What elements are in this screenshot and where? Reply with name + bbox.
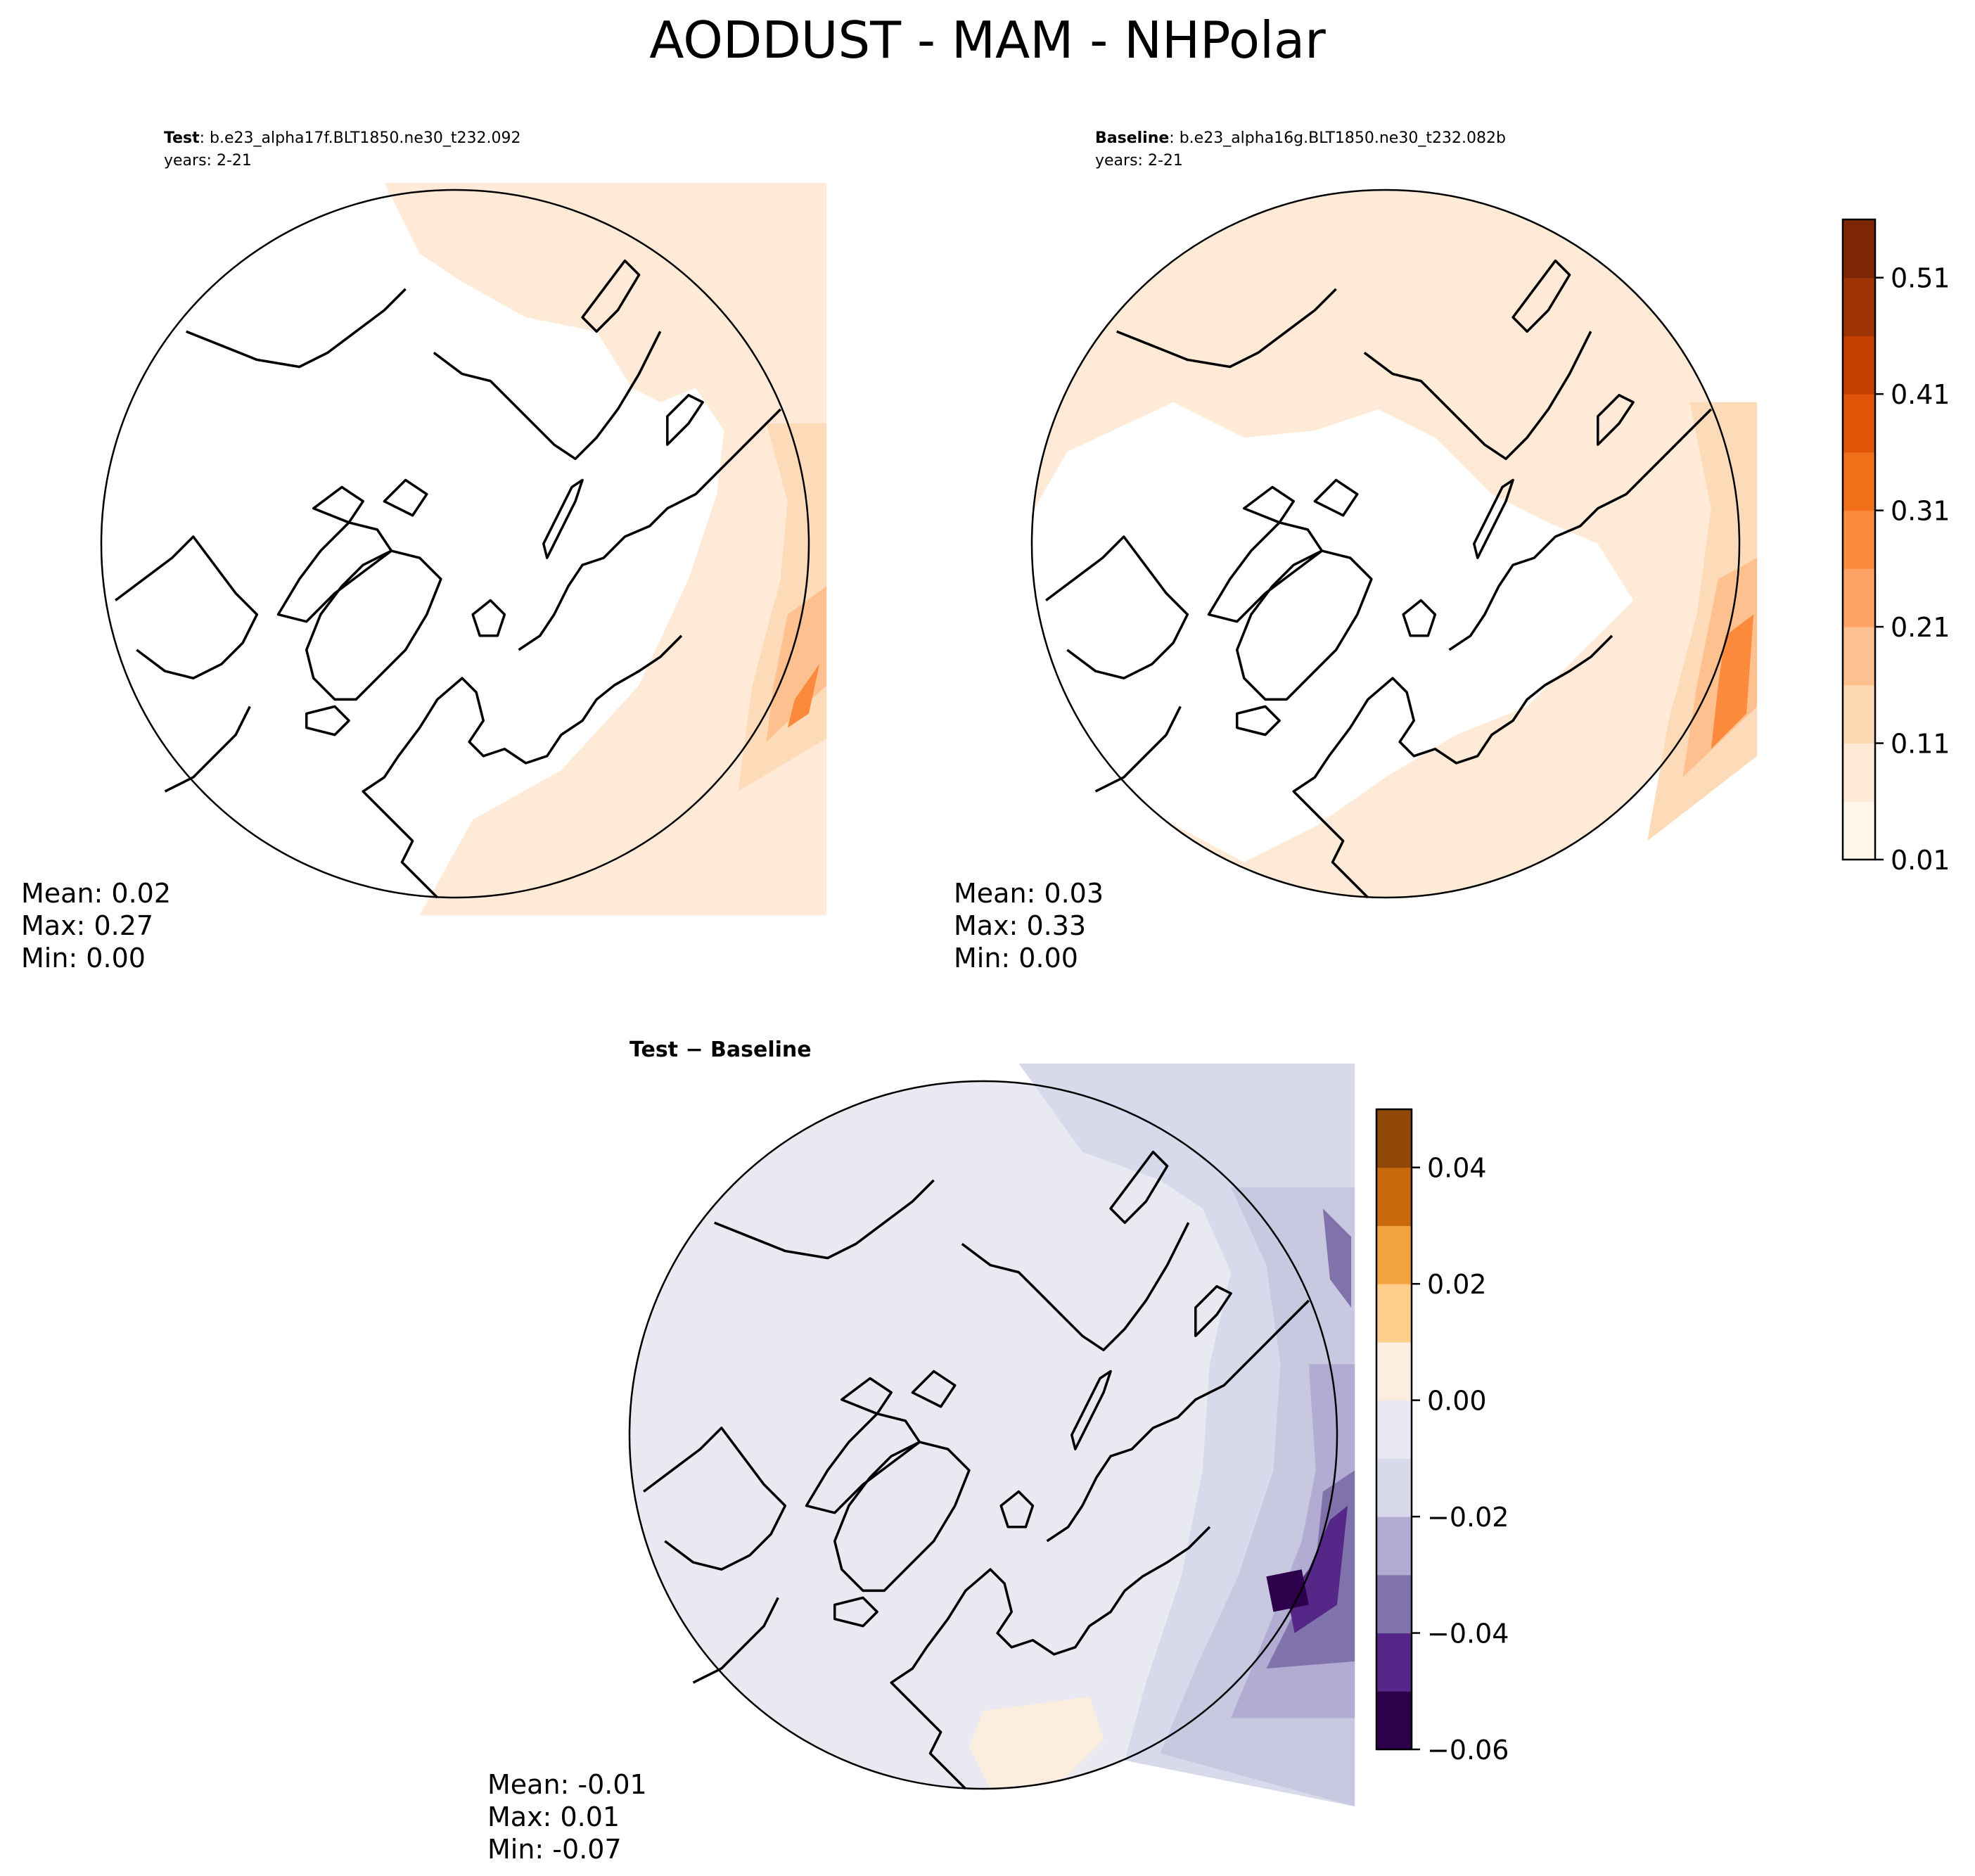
abs-colorbar: 0.01 0.11 0.21 0.31 0.41 0.51 [1841, 218, 1950, 876]
diff-colorbar-tick-label: 0.02 [1427, 1269, 1487, 1300]
abs-colorbar-band [1843, 801, 1875, 860]
test-stat-mean: Mean: 0.02 [21, 878, 171, 909]
abs-colorbar-frame [1841, 218, 1877, 861]
baseline-header: Baseline: b.e23_alpha16g.BLT1850.ne30_t2… [1095, 129, 1506, 147]
diff-colorbar-tick-label: −0.06 [1427, 1735, 1509, 1766]
diff-colorbar-ticks: −0.06 −0.04 −0.02 0.00 0.02 0.04 [1412, 1153, 1509, 1766]
test-years: years: 2-21 [164, 152, 252, 170]
baseline-map-low-region [1014, 402, 1634, 862]
figure-title: AODDUST - MAM - NHPolar [649, 11, 1326, 70]
diff-colorbar-band [1376, 1458, 1412, 1517]
baseline-label: Baseline [1095, 129, 1169, 147]
diff-stat-min: Min: -0.07 [487, 1834, 622, 1865]
abs-colorbar-band [1843, 568, 1875, 627]
abs-colorbar-band [1843, 394, 1875, 453]
baseline-panel: Baseline: b.e23_alpha16g.BLT1850.ne30_t2… [954, 129, 1757, 974]
diff-colorbar-band [1376, 1225, 1412, 1284]
diff-stat-mean: Mean: -0.01 [487, 1769, 647, 1800]
baseline-map-field-band-high [1711, 614, 1754, 749]
diff-label: Test − Baseline [629, 1038, 812, 1062]
baseline-years: years: 2-21 [1095, 152, 1183, 170]
abs-colorbar-band [1843, 219, 1875, 279]
diff-colorbar-tick-label: −0.04 [1427, 1619, 1509, 1650]
abs-colorbar-band [1843, 336, 1875, 395]
abs-colorbar-tick-label: 0.51 [1891, 263, 1950, 294]
diff-colorbar-band [1376, 1167, 1412, 1226]
abs-colorbar-band [1843, 452, 1875, 511]
abs-colorbar-band [1843, 510, 1875, 569]
baseline-stat-max: Max: 0.33 [954, 910, 1086, 941]
baseline-case-name: : b.e23_alpha16g.BLT1850.ne30_t232.082b [1169, 129, 1506, 147]
baseline-map-boundary [1030, 189, 1741, 899]
diff-colorbar-band [1376, 1400, 1412, 1459]
diff-map-background [629, 1081, 1337, 1789]
test-header: Test: b.e23_alpha17f.BLT1850.ne30_t232.0… [164, 129, 520, 147]
abs-colorbar-tick-label: 0.11 [1891, 729, 1950, 760]
diff-colorbar-bands [1376, 1109, 1412, 1750]
diff-colorbar-tick-label: 0.04 [1427, 1153, 1487, 1184]
test-panel: Test: b.e23_alpha17f.BLT1850.ne30_t232.0… [21, 129, 826, 974]
diff-colorbar-band [1376, 1284, 1412, 1343]
abs-colorbar-bands [1843, 219, 1875, 860]
diff-map [629, 1064, 1355, 1806]
diff-map-boundary [628, 1080, 1338, 1790]
test-map-field [384, 182, 827, 916]
diff-stat-max: Max: 0.01 [487, 1801, 620, 1832]
diff-colorbar-band [1376, 1517, 1412, 1576]
baseline-stat-min: Min: 0.00 [954, 943, 1078, 974]
diff-colorbar-band [1376, 1691, 1412, 1750]
abs-colorbar-tick-label: 0.01 [1891, 845, 1950, 876]
diff-colorbar-tick-label: −0.02 [1427, 1502, 1509, 1533]
test-case-name: : b.e23_alpha17f.BLT1850.ne30_t232.092 [200, 129, 521, 147]
diff-colorbar-band [1376, 1109, 1412, 1168]
test-label: Test [164, 129, 200, 147]
abs-colorbar-ticks: 0.01 0.11 0.21 0.31 0.41 0.51 [1875, 263, 1950, 876]
abs-colorbar-band [1843, 684, 1875, 744]
diff-colorbar-frame [1375, 1108, 1413, 1751]
abs-colorbar-band [1843, 743, 1875, 802]
diff-colorbar-tick-label: 0.00 [1427, 1386, 1487, 1417]
baseline-map-field-band-mid [1682, 558, 1758, 777]
test-map-boundary [100, 189, 810, 899]
baseline-map [1014, 190, 1757, 898]
abs-colorbar-tick-label: 0.21 [1891, 612, 1950, 643]
diff-colorbar-band [1376, 1341, 1412, 1401]
test-stat-min: Min: 0.00 [21, 943, 146, 974]
baseline-stat-mean: Mean: 0.03 [954, 878, 1104, 909]
diff-colorbar: −0.06 −0.04 −0.02 0.00 0.02 0.04 [1375, 1108, 1509, 1766]
abs-colorbar-tick-label: 0.41 [1891, 379, 1950, 410]
diff-colorbar-band [1376, 1574, 1412, 1634]
diff-panel: Test − Baseline Mean: -0.01 Max: 0.01 Mi… [487, 1038, 1355, 1865]
test-stat-max: Max: 0.27 [21, 910, 153, 941]
abs-colorbar-band [1843, 627, 1875, 686]
diff-map-field [969, 1063, 1355, 1807]
abs-colorbar-tick-label: 0.31 [1891, 496, 1950, 527]
abs-colorbar-band [1843, 277, 1875, 336]
test-map [101, 183, 826, 915]
diff-colorbar-band [1376, 1633, 1412, 1692]
